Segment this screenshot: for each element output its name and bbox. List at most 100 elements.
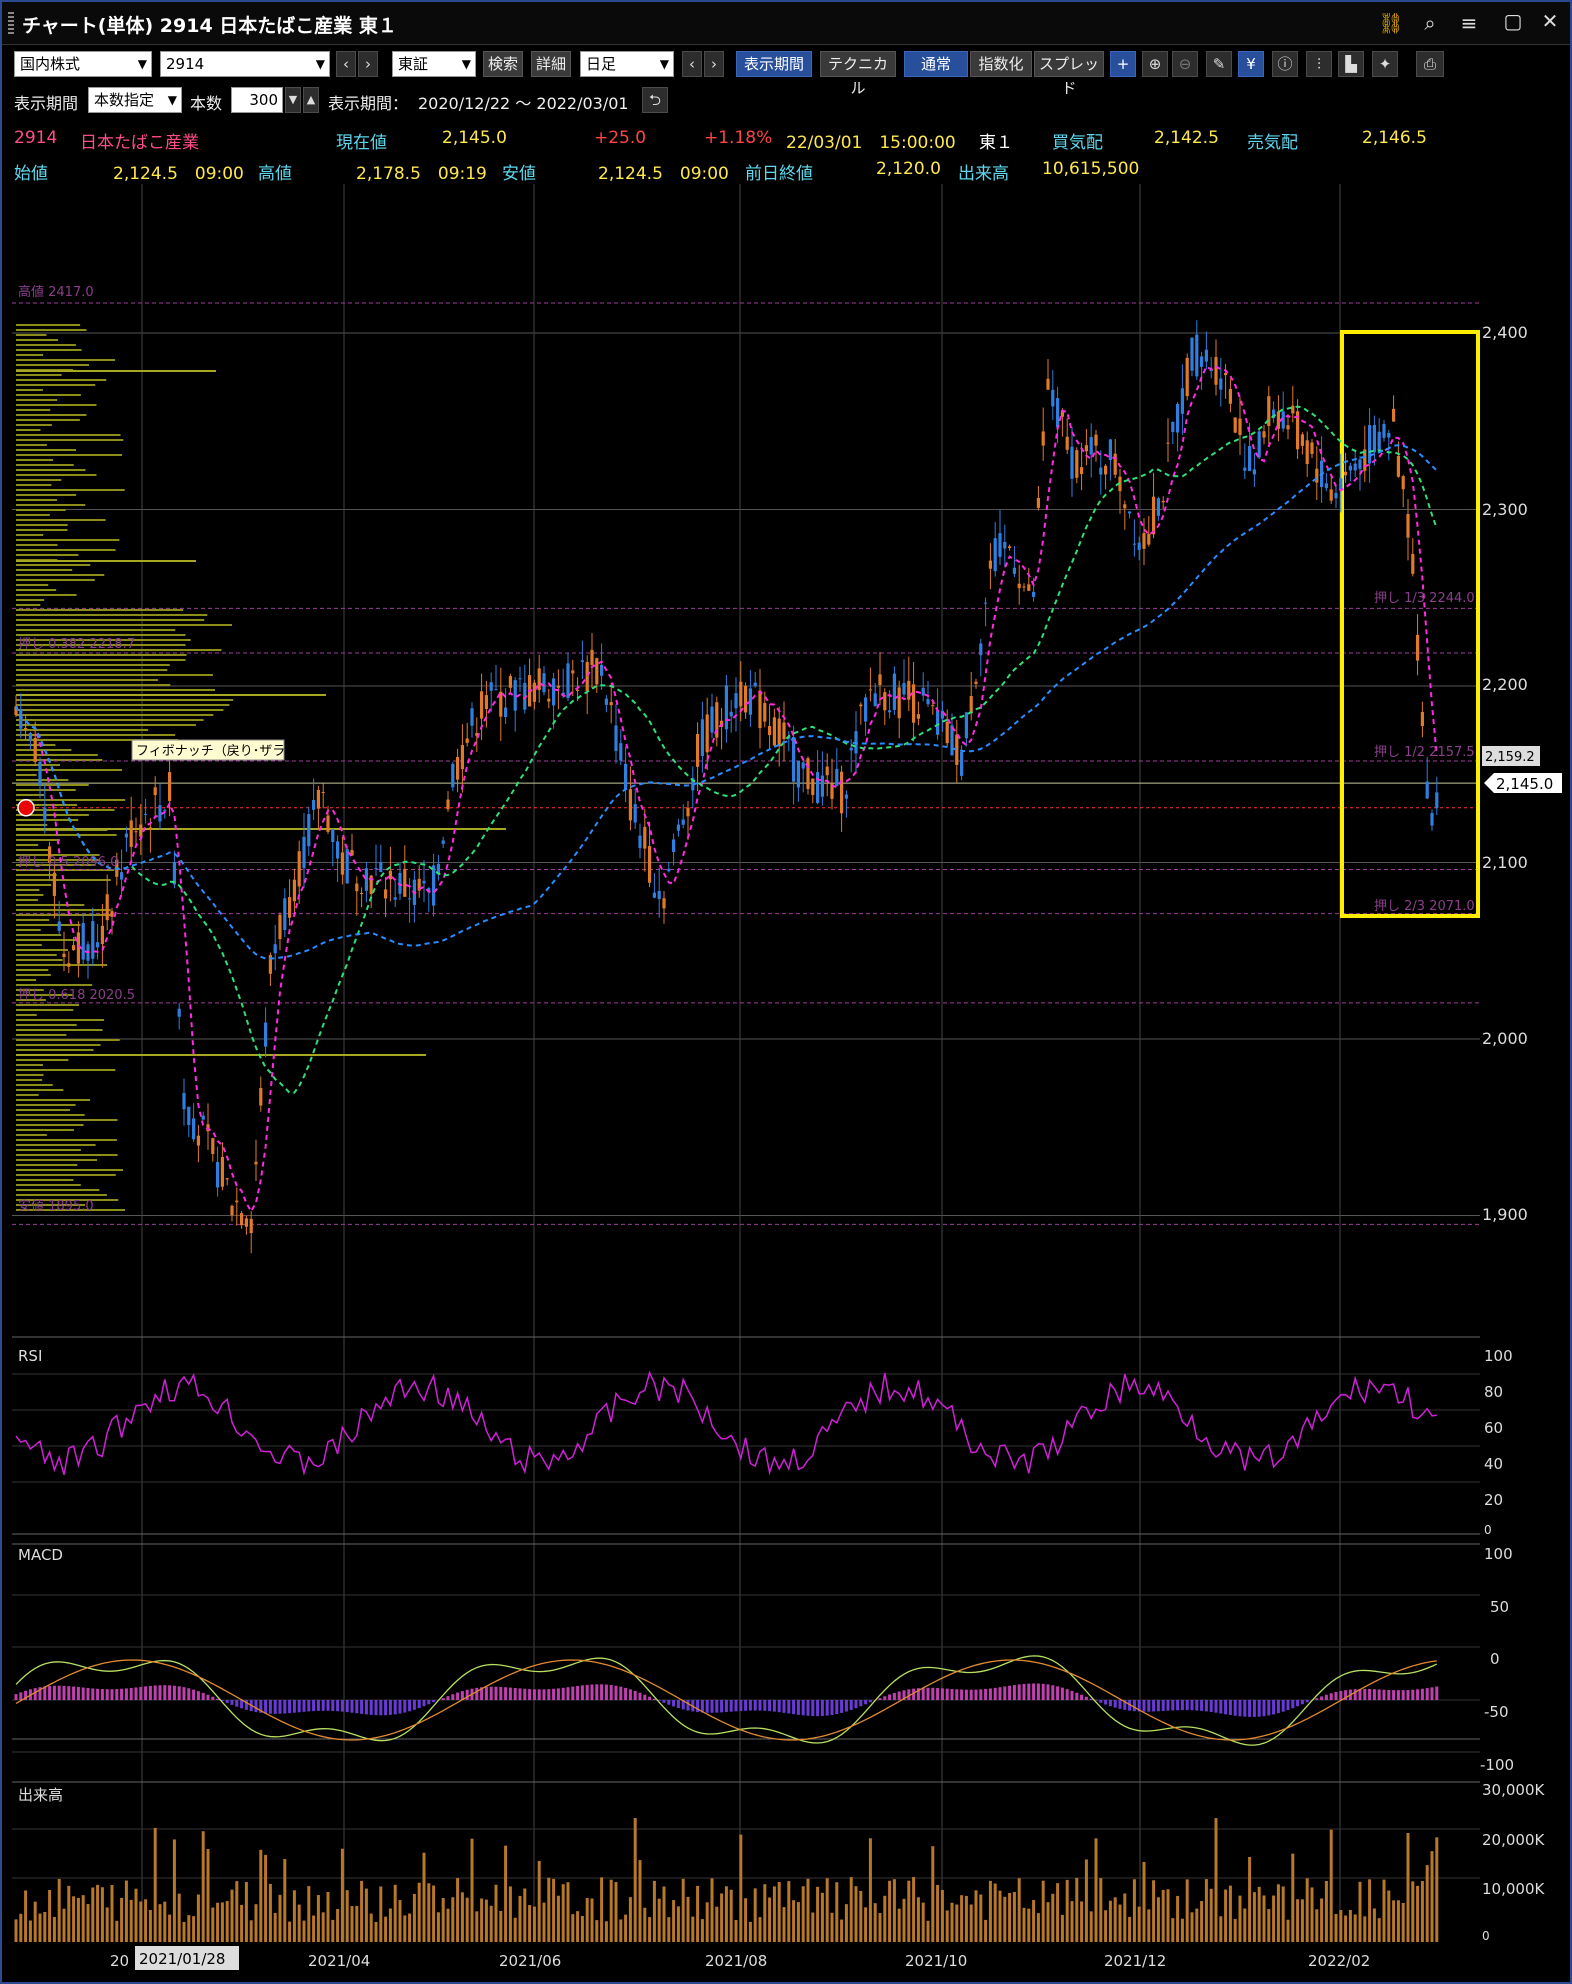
macd-histogram-bar xyxy=(91,1688,95,1700)
ask-price: 2,146.5 xyxy=(1362,128,1427,148)
volume-profile-bar xyxy=(16,689,215,691)
candle-body xyxy=(81,923,85,960)
volume-bar xyxy=(984,1919,988,1942)
x-label: 2021/12 xyxy=(1104,1952,1166,1970)
spread-mode-button[interactable]: スプレッド xyxy=(1034,51,1104,97)
level-label-fib618: 押し 0.618 2020.5 xyxy=(18,988,135,1003)
market-select[interactable]: 国内株式 ▼ xyxy=(14,51,152,77)
macd-histogram-bar xyxy=(86,1688,90,1700)
candle-body xyxy=(811,778,815,795)
next-code-button[interactable]: › xyxy=(358,51,378,77)
candle-body xyxy=(1300,434,1304,446)
macd-histogram-bar xyxy=(955,1689,959,1700)
candle-body xyxy=(571,670,575,674)
count-up-button[interactable]: ▲ xyxy=(303,87,319,113)
candle-body xyxy=(792,737,796,782)
chart-area[interactable]: 2,400 2,300 2,200 2,100 2,000 1,900 高値 2… xyxy=(2,184,1570,1984)
draw-pen-icon[interactable]: ✎ xyxy=(1206,51,1232,77)
link-icon[interactable]: ⛓ xyxy=(1378,11,1404,35)
candle-body xyxy=(388,870,392,880)
print-icon[interactable]: ⎙ xyxy=(1416,51,1444,77)
volume-bar xyxy=(1358,1881,1362,1942)
count-input[interactable]: 300 xyxy=(231,87,283,113)
volume-profile-bar xyxy=(16,344,76,346)
volume-profile-bar xyxy=(16,914,112,916)
zoom-out-icon[interactable]: ⊖ xyxy=(1172,51,1198,77)
volume-bar xyxy=(619,1919,623,1942)
volume-profile-bar xyxy=(16,504,86,506)
candle-body xyxy=(739,681,743,707)
macd-histogram-bar xyxy=(297,1700,301,1713)
volume-bar xyxy=(763,1884,767,1942)
candle-body xyxy=(1156,498,1160,516)
candle-body xyxy=(1372,424,1376,453)
count-down-button[interactable]: ▼ xyxy=(285,87,301,113)
maximize-icon[interactable]: ▢ xyxy=(1503,9,1523,33)
candle-body xyxy=(72,945,76,951)
candle-body xyxy=(1200,356,1204,367)
volume-bars-icon[interactable]: ▙ xyxy=(1338,51,1364,77)
crosshair-icon[interactable]: + xyxy=(1110,51,1136,77)
settings-wrench-icon[interactable]: ✦ xyxy=(1372,51,1398,77)
drag-grip[interactable] xyxy=(8,12,14,34)
candle-chart-icon[interactable]: ⫶ xyxy=(1306,51,1332,77)
volume-bar xyxy=(240,1904,244,1942)
macd-histogram-bar xyxy=(820,1700,824,1716)
macd-histogram-bar xyxy=(542,1689,546,1700)
candle-body xyxy=(1099,467,1103,475)
search-button[interactable]: 検索 xyxy=(483,51,523,77)
volume-profile-bar xyxy=(16,1089,64,1091)
volume-bar xyxy=(571,1914,575,1942)
macd-histogram-bar xyxy=(19,1692,23,1700)
volume-bar xyxy=(312,1915,316,1942)
prev-period-button[interactable]: ‹ xyxy=(682,51,702,77)
yen-icon[interactable]: ¥ xyxy=(1238,51,1264,77)
search-icon[interactable]: ⌕ xyxy=(1424,11,1436,35)
menu-icon[interactable]: ≡ xyxy=(1460,11,1478,35)
candle-body xyxy=(950,725,954,756)
cursor-date: 2021/01/28 xyxy=(139,1950,225,1968)
candle-body xyxy=(1094,434,1098,446)
period-type-select[interactable]: 日足 ▼ xyxy=(580,51,674,77)
prev-code-button[interactable]: ‹ xyxy=(336,51,356,77)
close-icon[interactable]: ✕ xyxy=(1541,9,1559,33)
next-period-button[interactable]: › xyxy=(704,51,724,77)
volume-bar xyxy=(1113,1897,1117,1942)
volume-profile-bar xyxy=(16,524,68,526)
volume-profile-bar xyxy=(16,1099,91,1101)
candle-body xyxy=(705,714,709,753)
display-period-button[interactable]: 表示期間 xyxy=(736,51,812,77)
reset-period-icon[interactable]: ⮌ xyxy=(642,87,668,113)
volume-bar xyxy=(628,1897,632,1942)
volume-profile-bar xyxy=(16,924,81,926)
candle-body xyxy=(110,911,114,917)
count-mode-select[interactable]: 本数指定 ▼ xyxy=(88,87,182,113)
macd-histogram-bar xyxy=(931,1687,935,1700)
normal-mode-button[interactable]: 通常 xyxy=(904,51,968,77)
zoom-in-icon[interactable]: ⊕ xyxy=(1142,51,1168,77)
quote-name: 日本たばこ産業 xyxy=(80,133,199,153)
macd-histogram-bar xyxy=(76,1687,80,1700)
candle-body xyxy=(168,772,172,802)
candle-body xyxy=(436,863,440,875)
volume-profile-bar xyxy=(16,949,69,951)
candle-body xyxy=(408,898,412,900)
macd-histogram-bar xyxy=(633,1690,637,1700)
prev-close: 2,120.0 xyxy=(876,159,941,179)
index-mode-button[interactable]: 指数化 xyxy=(970,51,1032,77)
info-icon[interactable]: ⓘ xyxy=(1272,51,1298,77)
volume-profile-bar xyxy=(16,704,230,706)
volume-bar xyxy=(422,1852,426,1942)
technical-button[interactable]: テクニカル xyxy=(820,51,896,97)
level-label-low: 安値 1895.0 xyxy=(18,1198,94,1214)
candle-body xyxy=(1128,511,1132,514)
exchange-select[interactable]: 東証 ▼ xyxy=(392,51,476,77)
code-select[interactable]: 2914 ▼ xyxy=(160,51,330,77)
volume-bar xyxy=(1008,1892,1012,1942)
volume-profile-bar xyxy=(16,439,124,441)
volume-bar xyxy=(1219,1916,1223,1942)
volume-bar xyxy=(1137,1906,1141,1942)
detail-button[interactable]: 詳細 xyxy=(531,51,571,77)
macd-histogram-bar xyxy=(168,1685,172,1700)
candle-body xyxy=(619,743,623,761)
